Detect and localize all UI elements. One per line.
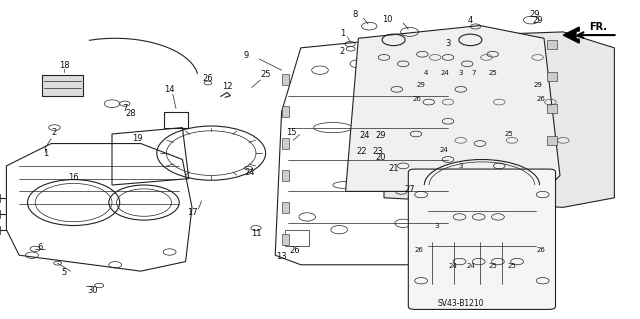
Text: 30: 30 [88,286,98,295]
Text: 25: 25 [260,70,271,79]
Text: 3: 3 [458,163,463,169]
Text: 7: 7 [122,104,127,113]
Text: 20: 20 [376,153,386,162]
Text: 3: 3 [434,224,439,229]
Text: 9: 9 [244,51,249,60]
Bar [448,106,456,117]
Bar [282,234,289,245]
Bar [282,74,289,85]
Bar [164,112,188,128]
Text: 3: 3 [458,70,463,76]
Text: 24: 24 [466,263,475,269]
Text: 24: 24 [360,131,370,140]
Text: 29: 29 [533,82,542,87]
Text: 1: 1 [44,149,49,158]
Text: 29: 29 [532,16,543,25]
Bar [547,136,557,145]
Text: 21: 21 [388,164,399,173]
Text: 19: 19 [132,134,143,143]
Text: 13: 13 [276,252,287,261]
Polygon shape [384,32,614,207]
Bar [282,106,289,117]
Bar [42,75,83,96]
Bar [448,234,456,245]
Text: SV43-B1210: SV43-B1210 [438,299,484,308]
Text: 29: 29 [416,82,425,87]
Bar [282,138,289,149]
Text: 26: 26 [289,246,300,255]
FancyBboxPatch shape [408,169,556,309]
Text: 24: 24 [440,70,449,76]
Text: 8: 8 [353,10,358,19]
Text: 1: 1 [340,29,345,38]
Text: 26: 26 [415,248,424,253]
Text: 25: 25 [488,263,497,269]
Text: 2: 2 [52,128,57,137]
Text: 5: 5 [61,268,67,277]
Text: 16: 16 [68,173,79,182]
Text: 29: 29 [529,10,540,19]
Bar [547,40,557,49]
Bar [285,230,309,246]
Text: 7: 7 [471,70,476,76]
Bar [282,202,289,213]
Text: 24: 24 [449,263,458,269]
Bar [448,170,456,181]
Text: 11: 11 [251,229,261,238]
Text: 28: 28 [126,109,136,118]
Text: 17: 17 [187,208,197,217]
Bar [282,170,289,181]
Text: 4: 4 [468,16,473,25]
Text: 6: 6 [38,243,43,252]
Text: 25: 25 [488,70,497,76]
Text: 25: 25 [504,131,513,137]
Text: 26: 26 [203,74,213,83]
Bar [448,202,456,213]
Text: 14: 14 [164,85,175,94]
Text: 15: 15 [286,128,296,137]
Text: 23: 23 [372,147,383,156]
Text: 22: 22 [356,147,367,156]
Text: 18: 18 [59,61,69,70]
Text: 24: 24 [244,168,255,177]
Text: 26: 26 [536,248,545,253]
FancyArrow shape [563,27,579,43]
Text: 3: 3 [445,39,451,48]
Text: 29: 29 [376,131,386,140]
Text: 26: 26 [536,96,545,102]
Text: 4: 4 [424,70,428,76]
Bar [547,72,557,81]
Text: 2: 2 [340,47,345,56]
Text: FR.: FR. [589,22,607,32]
Text: 12: 12 [222,82,232,91]
Text: 10: 10 [382,15,392,24]
Bar [448,74,456,85]
Text: 26: 26 [413,96,422,102]
Bar [547,104,557,113]
Text: 24: 24 [439,147,448,153]
Bar [448,138,456,149]
Text: 27: 27 [404,185,415,194]
Polygon shape [346,26,560,191]
Text: 25: 25 [508,263,516,269]
